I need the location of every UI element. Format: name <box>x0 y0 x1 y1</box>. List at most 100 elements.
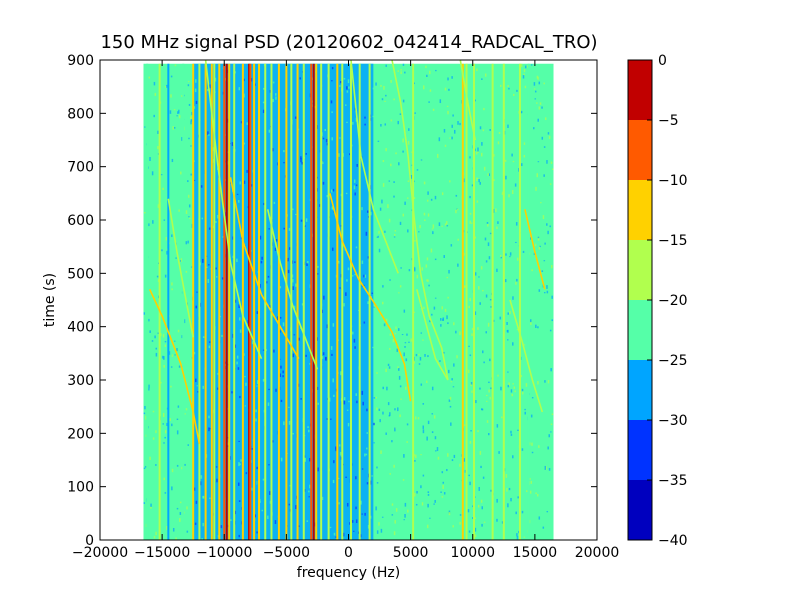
psd-speckle <box>551 295 553 299</box>
psd-speckle <box>524 65 527 69</box>
psd-speckle <box>398 375 401 380</box>
psd-speckle <box>471 184 474 187</box>
colorbar-tick-label: 0 <box>658 53 667 69</box>
psd-speckle <box>181 137 183 141</box>
psd-speckle <box>346 502 349 507</box>
psd-speckle <box>423 212 426 216</box>
psd-speckle <box>468 345 470 348</box>
psd-speckle <box>148 223 150 227</box>
psd-speckle <box>181 95 183 97</box>
psd-speckle <box>323 295 325 300</box>
psd-speckle <box>424 219 426 221</box>
psd-speckle <box>339 287 341 289</box>
psd-speckle <box>508 487 511 491</box>
psd-speckle <box>499 254 502 258</box>
psd-speckle <box>331 111 333 113</box>
psd-speckle <box>265 281 268 284</box>
psd-speckle <box>512 160 515 163</box>
psd-speckle <box>351 275 354 277</box>
psd-speckle <box>533 127 535 130</box>
psd-speckle <box>395 508 398 512</box>
psd-speckle <box>489 358 491 362</box>
psd-speckle <box>217 387 219 390</box>
psd-speckle <box>407 229 409 233</box>
psd-speckle <box>304 225 306 227</box>
psd-speckle <box>268 388 270 391</box>
psd-speckle <box>376 236 379 238</box>
psd-speckle <box>178 109 180 114</box>
psd-speckle <box>321 496 324 501</box>
psd-speckle <box>414 459 416 462</box>
psd-speckle <box>190 145 192 147</box>
psd-speckle <box>426 257 429 261</box>
psd-speckle <box>550 161 553 164</box>
psd-speckle <box>155 464 157 466</box>
psd-drifting-signal <box>148 288 201 445</box>
psd-speckle <box>221 334 223 337</box>
psd-speckle <box>543 82 545 85</box>
psd-speckle <box>488 389 490 393</box>
psd-speckle <box>428 101 430 103</box>
psd-speckle <box>515 222 518 226</box>
psd-speckle <box>515 511 517 515</box>
psd-speckle <box>508 194 510 198</box>
psd-speckle <box>340 81 342 84</box>
psd-speckle <box>325 357 327 360</box>
psd-speckle <box>446 315 448 320</box>
psd-speckle <box>443 255 445 258</box>
psd-speckle <box>447 453 449 457</box>
colorbar-segment <box>628 60 652 120</box>
psd-speckle <box>294 261 296 264</box>
psd-speckle <box>452 114 454 117</box>
psd-speckle <box>243 180 246 184</box>
psd-speckle <box>411 151 413 153</box>
psd-speckle <box>387 402 390 406</box>
psd-speckle <box>382 411 384 415</box>
psd-speckle <box>429 320 431 323</box>
psd-speckle <box>463 178 465 183</box>
psd-speckle <box>190 119 193 122</box>
psd-speckle <box>468 305 470 309</box>
psd-speckle <box>330 100 333 104</box>
psd-speckle <box>237 367 240 370</box>
psd-speckle <box>164 274 167 278</box>
psd-speckle <box>267 275 270 278</box>
psd-speckle <box>550 368 552 372</box>
psd-speckle <box>444 144 447 147</box>
psd-speckle <box>539 102 542 105</box>
psd-speckle <box>540 202 542 204</box>
psd-speckle <box>514 183 517 187</box>
psd-speckle <box>155 531 157 536</box>
psd-speckle <box>480 266 483 270</box>
psd-speckle <box>393 236 396 238</box>
psd-speckle <box>256 385 258 387</box>
psd-speckle <box>397 120 399 125</box>
psd-speckle <box>483 521 486 523</box>
psd-speckle <box>170 75 173 78</box>
psd-speckle <box>522 391 524 395</box>
psd-speckle <box>144 126 146 128</box>
psd-speckle <box>170 366 173 368</box>
psd-speckle <box>250 184 253 187</box>
psd-speckle <box>419 225 421 229</box>
x-tick-label: 5000 <box>393 545 429 561</box>
psd-speckle <box>413 82 415 85</box>
psd-speckle <box>430 248 433 253</box>
psd-speckle <box>171 468 174 473</box>
psd-speckle <box>416 169 419 171</box>
psd-speckle <box>505 253 507 256</box>
psd-speckle <box>507 339 509 341</box>
psd-speckle <box>273 349 275 353</box>
psd-speckle <box>423 181 426 185</box>
psd-speckle <box>510 389 513 393</box>
psd-speckle <box>402 213 405 217</box>
psd-speckle <box>459 122 461 126</box>
psd-speckle <box>361 513 363 515</box>
psd-speckle <box>533 88 536 90</box>
psd-speckle <box>436 447 439 452</box>
psd-speckle <box>335 448 337 452</box>
psd-speckle <box>463 252 465 256</box>
psd-speckle <box>188 204 191 208</box>
psd-speckle <box>345 476 347 478</box>
psd-speckle <box>512 455 514 459</box>
